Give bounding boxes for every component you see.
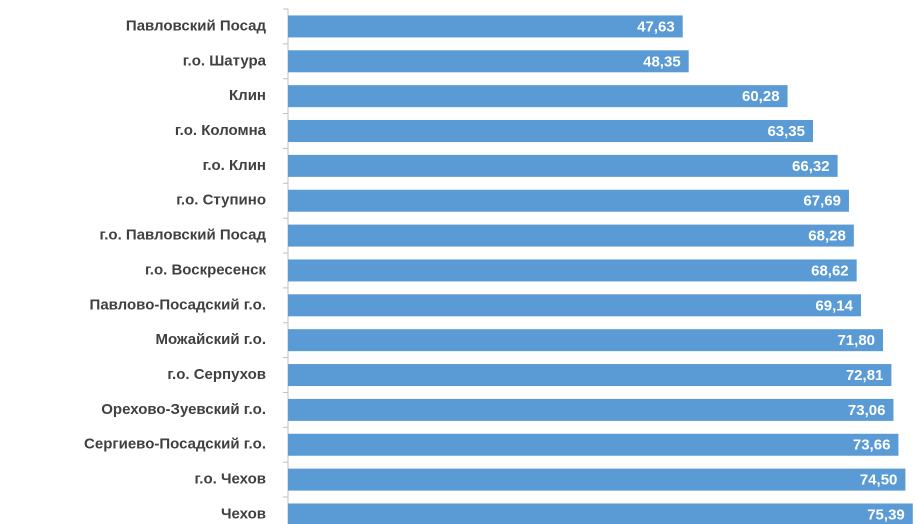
value-label: 72,81	[846, 367, 884, 384]
y-tick-label: г.о. Коломна	[175, 122, 267, 139]
bar	[288, 120, 813, 143]
value-label: 60,28	[742, 88, 780, 105]
value-label: 48,35	[643, 53, 681, 70]
bar	[288, 364, 892, 387]
value-label: 67,69	[803, 193, 841, 210]
y-tick-label: г.о. Серпухов	[167, 366, 266, 383]
bar	[288, 503, 913, 524]
bar	[288, 398, 894, 421]
y-tick-label: Клин	[229, 87, 266, 104]
y-tick-label: Орехово-Зуевский г.о.	[101, 401, 266, 418]
value-label: 69,14	[815, 297, 853, 314]
value-label: 68,28	[808, 228, 846, 245]
value-label: 75,39	[867, 506, 905, 523]
value-label: 73,06	[848, 402, 886, 419]
y-tick-label: г.о. Чехов	[195, 471, 266, 488]
bar	[288, 468, 906, 491]
bar	[288, 259, 857, 282]
y-tick-label: г.о. Ступино	[176, 192, 266, 209]
y-tick-label: Павловский Посад	[126, 17, 267, 34]
bar	[288, 433, 899, 456]
y-tick-label: Можайский г.о.	[155, 331, 266, 348]
bar	[288, 189, 849, 212]
value-label: 74,50	[860, 472, 898, 489]
value-label: 47,63	[637, 18, 675, 35]
y-tick-label: г.о. Клин	[203, 157, 266, 174]
value-label: 71,80	[837, 332, 875, 349]
bar	[288, 329, 884, 352]
y-tick-label: г.о. Воскресенск	[145, 261, 266, 278]
bar	[288, 50, 689, 73]
value-label: 63,35	[767, 123, 805, 140]
bar	[288, 15, 683, 38]
y-tick-label: Сергиево-Посадский г.о.	[84, 436, 266, 453]
bar	[288, 294, 861, 317]
value-label: 66,32	[792, 158, 830, 175]
bar	[288, 154, 838, 177]
value-label: 68,62	[811, 262, 849, 279]
bar	[288, 85, 788, 108]
y-tick-label: Павлово-Посадский г.о.	[90, 296, 266, 313]
y-tick-label: г.о. Шатура	[183, 52, 267, 69]
value-label: 73,66	[853, 437, 891, 454]
y-tick-label: Чехов	[221, 505, 266, 522]
y-tick-label: г.о. Павловский Посад	[100, 227, 267, 244]
bar	[288, 224, 854, 247]
